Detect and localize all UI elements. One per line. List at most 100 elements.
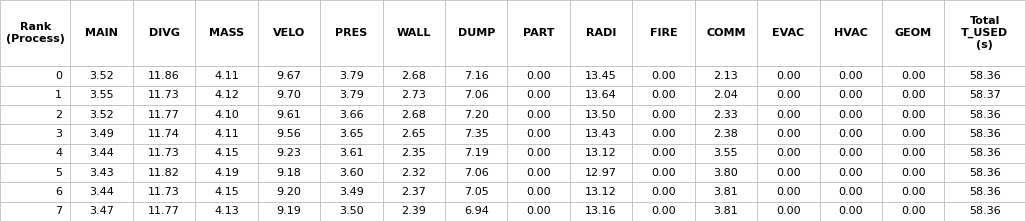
- Bar: [757, 182, 820, 202]
- Bar: [757, 202, 820, 221]
- Bar: [632, 66, 695, 86]
- Text: 4.15: 4.15: [214, 148, 239, 158]
- Text: DIVG: DIVG: [149, 28, 179, 38]
- Bar: [944, 66, 1025, 86]
- Bar: [71, 66, 133, 86]
- Bar: [196, 0, 257, 66]
- Text: 2.68: 2.68: [402, 110, 426, 120]
- Text: 58.36: 58.36: [969, 148, 1000, 158]
- Text: 3.81: 3.81: [713, 206, 738, 216]
- Text: 0.00: 0.00: [776, 90, 801, 100]
- Bar: [632, 163, 695, 182]
- Bar: [257, 86, 320, 105]
- Text: DUMP: DUMP: [457, 28, 495, 38]
- Text: 11.77: 11.77: [149, 110, 180, 120]
- Bar: [757, 86, 820, 105]
- Bar: [570, 86, 632, 105]
- Text: 9.70: 9.70: [277, 90, 301, 100]
- Text: 3.43: 3.43: [89, 168, 114, 178]
- Bar: [71, 202, 133, 221]
- Bar: [820, 163, 883, 182]
- Text: 3.60: 3.60: [339, 168, 364, 178]
- Text: 6: 6: [55, 187, 63, 197]
- Text: Rank
(Process): Rank (Process): [6, 22, 65, 44]
- Text: 0.00: 0.00: [776, 187, 801, 197]
- Bar: [632, 124, 695, 144]
- Bar: [883, 182, 944, 202]
- Text: 2: 2: [55, 110, 63, 120]
- Text: 3.52: 3.52: [89, 71, 114, 81]
- Bar: [570, 124, 632, 144]
- Bar: [632, 144, 695, 163]
- Text: GEOM: GEOM: [895, 28, 932, 38]
- Text: 2.33: 2.33: [713, 110, 738, 120]
- Text: 11.73: 11.73: [149, 148, 180, 158]
- Text: Total
T_USED
(s): Total T_USED (s): [961, 16, 1009, 50]
- Text: 58.36: 58.36: [969, 206, 1000, 216]
- Bar: [507, 202, 570, 221]
- Bar: [883, 66, 944, 86]
- Bar: [445, 144, 507, 163]
- Bar: [71, 182, 133, 202]
- Bar: [944, 163, 1025, 182]
- Bar: [632, 202, 695, 221]
- Text: 0.00: 0.00: [527, 206, 551, 216]
- Bar: [820, 182, 883, 202]
- Bar: [257, 163, 320, 182]
- Text: 3.79: 3.79: [339, 90, 364, 100]
- Bar: [133, 66, 196, 86]
- Text: 2.68: 2.68: [402, 71, 426, 81]
- Bar: [695, 86, 757, 105]
- Text: 4.10: 4.10: [214, 110, 239, 120]
- Bar: [445, 0, 507, 66]
- Bar: [320, 86, 382, 105]
- Text: 0.00: 0.00: [901, 71, 926, 81]
- Text: 7.20: 7.20: [464, 110, 489, 120]
- Bar: [695, 182, 757, 202]
- Bar: [133, 86, 196, 105]
- Text: 0.00: 0.00: [838, 168, 863, 178]
- Text: 4: 4: [55, 148, 63, 158]
- Text: 3.47: 3.47: [89, 206, 114, 216]
- Text: 58.37: 58.37: [969, 90, 1000, 100]
- Bar: [944, 144, 1025, 163]
- Bar: [507, 124, 570, 144]
- Bar: [632, 86, 695, 105]
- Text: 0.00: 0.00: [651, 187, 675, 197]
- Bar: [0, 163, 71, 182]
- Bar: [196, 86, 257, 105]
- Bar: [133, 182, 196, 202]
- Text: 2.32: 2.32: [402, 168, 426, 178]
- Bar: [695, 163, 757, 182]
- Text: 0.00: 0.00: [776, 71, 801, 81]
- Text: 3.79: 3.79: [339, 71, 364, 81]
- Text: 7.06: 7.06: [464, 90, 489, 100]
- Text: 0.00: 0.00: [838, 187, 863, 197]
- Text: 0.00: 0.00: [527, 187, 551, 197]
- Text: 4.12: 4.12: [214, 90, 239, 100]
- Bar: [196, 124, 257, 144]
- Bar: [944, 202, 1025, 221]
- Bar: [196, 66, 257, 86]
- Text: 0.00: 0.00: [651, 90, 675, 100]
- Bar: [632, 0, 695, 66]
- Bar: [382, 144, 445, 163]
- Bar: [695, 144, 757, 163]
- Text: 9.61: 9.61: [277, 110, 301, 120]
- Text: 0.00: 0.00: [776, 168, 801, 178]
- Text: 0.00: 0.00: [527, 148, 551, 158]
- Text: 0.00: 0.00: [776, 206, 801, 216]
- Text: 9.18: 9.18: [277, 168, 301, 178]
- Text: 3.49: 3.49: [89, 129, 114, 139]
- Bar: [757, 66, 820, 86]
- Bar: [507, 66, 570, 86]
- Bar: [133, 0, 196, 66]
- Text: 4.11: 4.11: [214, 129, 239, 139]
- Text: 0: 0: [55, 71, 63, 81]
- Text: 7.19: 7.19: [464, 148, 489, 158]
- Text: 9.20: 9.20: [277, 187, 301, 197]
- Bar: [320, 66, 382, 86]
- Text: PRES: PRES: [335, 28, 368, 38]
- Text: 0.00: 0.00: [651, 206, 675, 216]
- Text: 2.73: 2.73: [402, 90, 426, 100]
